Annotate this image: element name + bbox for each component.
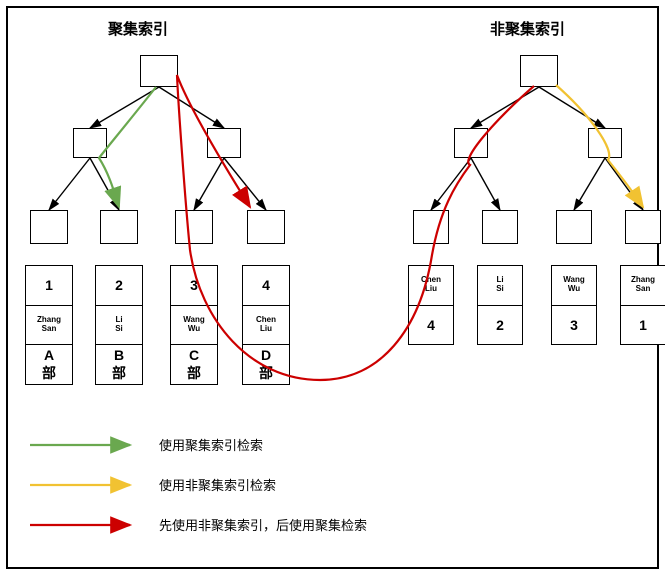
left-leaf-1 [100,210,138,244]
data-name-cell: LiSi [478,266,522,306]
right-data-3: ZhangSan1 [620,265,665,345]
legend-label: 使用非聚集索引检索 [159,475,276,494]
data-id: 1 [621,306,665,345]
right-data-2: WangWu3 [551,265,597,345]
data-dept: B部 [96,345,142,384]
left-data-2: 3WangWuC部 [170,265,218,385]
data-id: 2 [96,266,142,306]
left-root [140,55,178,87]
data-name-cell: ZhangSan [621,266,665,306]
left-leaf-2 [175,210,213,244]
data-id: 4 [243,266,289,306]
right-mid-1 [588,128,622,158]
left-data-0: 1ZhangSanA部 [25,265,73,385]
data-id: 4 [409,306,453,345]
legend-item-0: 使用聚集索引检索 [145,435,263,454]
data-name-cell: ChenLiu [409,266,453,306]
right-root [520,55,558,87]
left-leaf-3 [247,210,285,244]
right-data-0: ChenLiu4 [408,265,454,345]
title-right: 非聚集索引 [490,18,565,39]
left-mid-1 [207,128,241,158]
left-data-1: 2LiSiB部 [95,265,143,385]
data-name-cell: WangWu [552,266,596,306]
data-dept: D部 [243,345,289,384]
data-name-cell: WangWu [171,306,217,346]
data-dept: A部 [26,345,72,384]
left-data-3: 4ChenLiuD部 [242,265,290,385]
legend-item-2: 先使用非聚集索引，后使用聚集检索 [145,515,367,534]
right-data-1: LiSi2 [477,265,523,345]
data-id: 3 [171,266,217,306]
data-id: 2 [478,306,522,345]
right-leaf-2 [556,210,592,244]
right-mid-0 [454,128,488,158]
title-left: 聚集索引 [108,18,168,39]
right-leaf-1 [482,210,518,244]
data-id: 3 [552,306,596,345]
data-name-cell: ZhangSan [26,306,72,346]
data-name-cell: ChenLiu [243,306,289,346]
legend-label: 使用聚集索引检索 [159,435,263,454]
legend-label: 先使用非聚集索引，后使用聚集检索 [159,515,367,534]
data-name-cell: LiSi [96,306,142,346]
right-leaf-3 [625,210,661,244]
data-dept: C部 [171,345,217,384]
data-id: 1 [26,266,72,306]
left-leaf-0 [30,210,68,244]
legend-item-1: 使用非聚集索引检索 [145,475,276,494]
left-mid-0 [73,128,107,158]
right-leaf-0 [413,210,449,244]
